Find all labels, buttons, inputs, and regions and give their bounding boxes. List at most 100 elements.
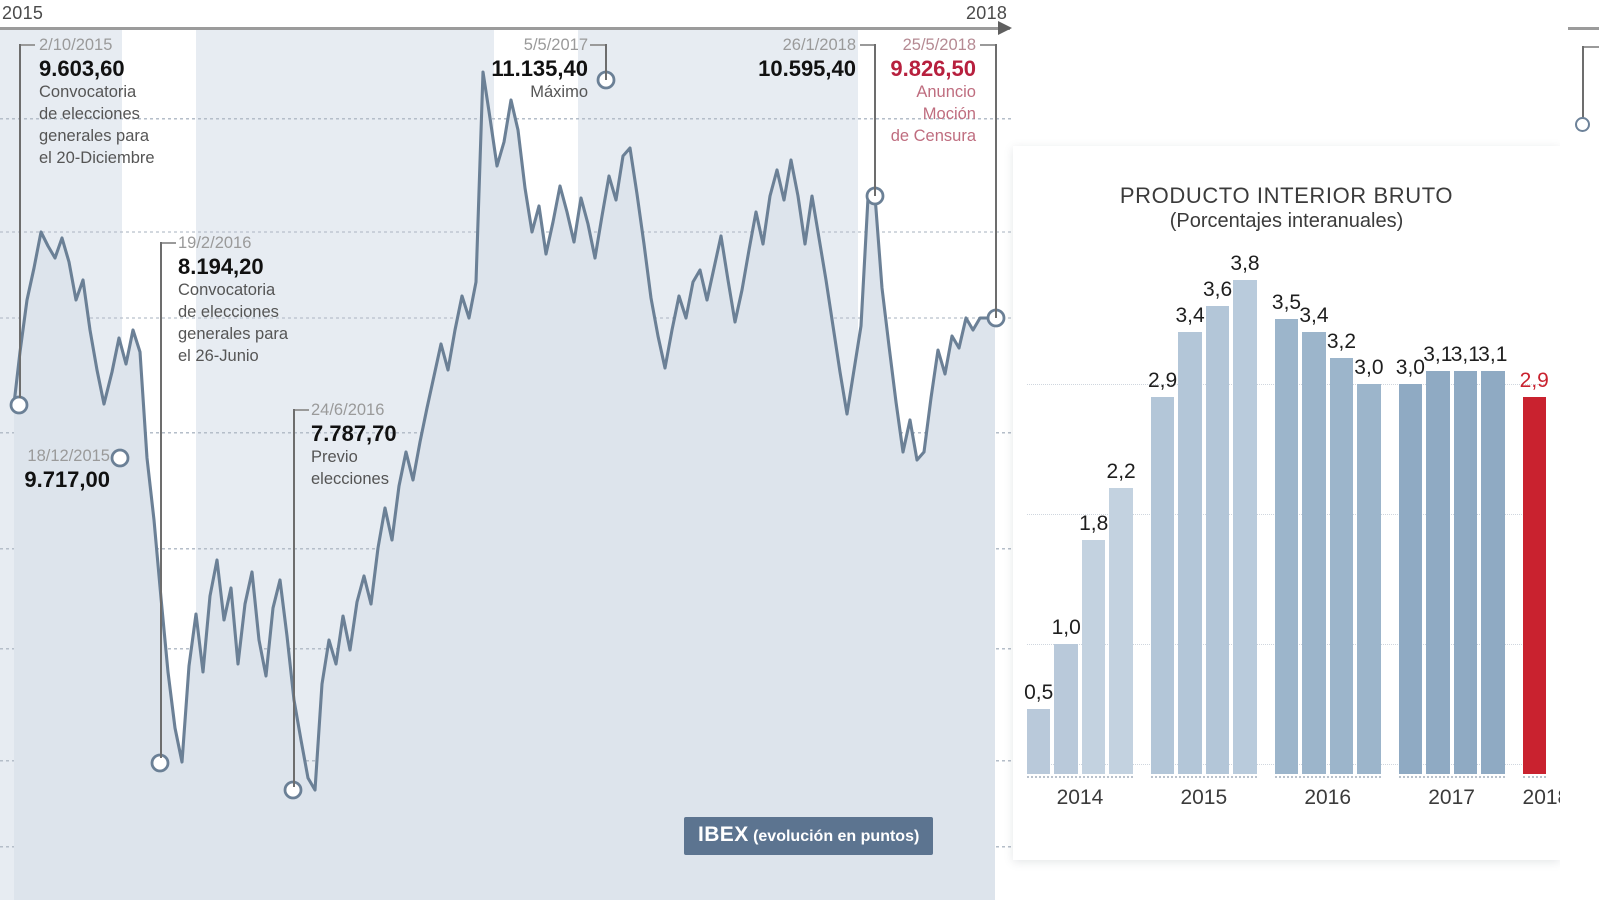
gdp-bar bbox=[1027, 709, 1051, 774]
gdp-bar-label: 0,5 bbox=[1024, 681, 1054, 704]
annotation-elbow bbox=[980, 44, 996, 46]
sliver-marker-icon bbox=[1575, 117, 1590, 132]
gdp-year-tick bbox=[1522, 776, 1546, 778]
annotation-leader-line bbox=[19, 44, 21, 398]
annotation-leader-line bbox=[995, 44, 997, 318]
gdp-bar-label: 3,5 bbox=[1271, 291, 1302, 314]
gdp-bar bbox=[1453, 371, 1478, 774]
annotation-desc-line: elecciones bbox=[311, 470, 389, 489]
gdp-bar bbox=[1205, 306, 1230, 774]
annotation-desc-line: de Censura bbox=[890, 127, 976, 145]
gdp-bar bbox=[1233, 280, 1257, 774]
annotation-elbow bbox=[590, 44, 606, 46]
annotation-elbow bbox=[160, 242, 176, 244]
annotation-leader-line bbox=[160, 242, 162, 758]
annotation-2018-05-25: 25/5/2018 9.826,50 Anuncio Moción de Cen… bbox=[876, 36, 976, 148]
annotation-desc-line: Máximo bbox=[530, 83, 588, 102]
annotation-value: 9.603,60 bbox=[39, 55, 125, 81]
gdp-bar-highlight bbox=[1522, 397, 1546, 774]
annotation-2016-02-19: 19/2/2016 8.194,20 Convocatoria de elecc… bbox=[178, 234, 288, 368]
annotation-desc-line: Convocatoria bbox=[39, 83, 137, 102]
gdp-bar-label: 3,6 bbox=[1202, 278, 1233, 301]
ibex-legend-badge: IBEX (evolución en puntos) bbox=[684, 817, 934, 855]
ibex-legend-subtitle: (evolución en puntos) bbox=[753, 828, 920, 845]
ibex-chart-panel: 2015 2018 2/10/2015 9.603,60 Convocatori… bbox=[0, 3, 1013, 900]
annotation-desc-line: el 26-Junio bbox=[178, 346, 259, 365]
marker-2015-10-02 bbox=[9, 395, 29, 415]
annotation-value: 9.717,00 bbox=[24, 466, 110, 492]
gdp-subtitle: (Porcentajes interanuales) bbox=[1169, 210, 1404, 232]
gdp-bar-label: 3,1 bbox=[1478, 343, 1508, 366]
axis-year-end: 2018 bbox=[966, 3, 1008, 23]
sliver-axis-rule bbox=[1568, 27, 1599, 30]
gdp-bar bbox=[1054, 644, 1078, 774]
gdp-bar-label: 3,1 bbox=[1450, 343, 1480, 366]
annotation-desc-line: generales para bbox=[39, 127, 150, 145]
gdp-bar-label: 2,9 bbox=[1148, 369, 1178, 392]
annotation-leader-line bbox=[874, 44, 876, 196]
annotation-date: 26/1/2018 bbox=[782, 36, 856, 54]
gdp-bar-label: 2,9 bbox=[1519, 369, 1549, 392]
gdp-bar bbox=[1109, 488, 1133, 774]
annotation-date: 18/12/2015 bbox=[27, 447, 110, 465]
ibex-legend-title: IBEX bbox=[698, 823, 749, 846]
annotation-2018-01-26: 26/1/2018 10.595,40 bbox=[700, 36, 856, 82]
ibex-area-fill bbox=[14, 72, 995, 900]
gdp-bar-label: 3,2 bbox=[1326, 330, 1357, 353]
data-point-markers bbox=[9, 70, 1006, 800]
sliver-annotation-elbow bbox=[1582, 46, 1599, 48]
annotation-desc-line: el 20-Diciembre bbox=[39, 148, 155, 167]
annotation-date: 2/10/2015 bbox=[39, 36, 113, 54]
axis-year-start: 2015 bbox=[2, 3, 44, 23]
annotation-desc-line: de elecciones bbox=[178, 303, 279, 322]
annotation-date: 24/6/2016 bbox=[311, 401, 385, 419]
annotation-leader-line bbox=[605, 44, 607, 80]
gdp-year-axis: 2014 2015 2016 2017 2018 bbox=[1027, 774, 1569, 834]
gdp-chart-card: PRODUCTO INTERIOR BRUTO (Porcentajes int… bbox=[1013, 146, 1569, 860]
gdp-bar-label: 1,8 bbox=[1079, 512, 1109, 535]
gdp-bar bbox=[1398, 384, 1423, 774]
gdp-bar-label: 3,0 bbox=[1395, 356, 1425, 379]
gdp-year-tick bbox=[1398, 776, 1505, 778]
gdp-bar bbox=[1081, 540, 1106, 774]
gdp-bar-label: 2,2 bbox=[1106, 460, 1136, 483]
ibex-plot bbox=[0, 70, 1013, 900]
gdp-bar bbox=[1329, 358, 1354, 774]
gdp-bar bbox=[1178, 332, 1202, 774]
gdp-year-label: 2015 bbox=[1180, 786, 1228, 809]
annotation-2017-05-05: 5/5/2017 11.135,40 Máximo bbox=[420, 36, 588, 104]
annotation-value: 7.787,70 bbox=[311, 420, 397, 446]
gdp-bar bbox=[1302, 332, 1326, 774]
annotation-desc-line: Convocatoria bbox=[178, 281, 276, 300]
gdp-plot-area: 0,5 1,0 1,8 2,2 2,9 3,4 3,6 3,8 3,5 3,4 3,2 3,0 3,0 3… bbox=[1024, 252, 1549, 774]
annotation-2015-10-02: 2/10/2015 9.603,60 Convocatoria de elecc… bbox=[39, 36, 155, 170]
annotation-date: 5/5/2017 bbox=[523, 36, 588, 54]
sliver-annotation-leader bbox=[1582, 46, 1584, 128]
gdp-bar bbox=[1481, 371, 1505, 774]
annotation-desc-line: Previo bbox=[311, 448, 358, 467]
gdp-bar bbox=[1274, 319, 1299, 774]
annotation-desc-line: Anuncio bbox=[916, 83, 976, 102]
annotation-date: 25/5/2018 bbox=[902, 36, 976, 54]
adjacent-panel-sliver bbox=[1560, 0, 1599, 900]
annotation-value: 8.194,20 bbox=[178, 253, 264, 279]
annotation-leader-line bbox=[293, 409, 295, 787]
marker-2015-12-18 bbox=[110, 448, 130, 468]
annotation-value: 11.135,40 bbox=[491, 55, 588, 81]
gdp-bar bbox=[1426, 371, 1450, 774]
gdp-year-tick bbox=[1150, 776, 1257, 778]
ibex-line bbox=[12, 70, 997, 792]
gdp-bar-label: 3,1 bbox=[1423, 343, 1453, 366]
timeline-arrow-icon bbox=[998, 21, 1012, 35]
gdp-year-tick bbox=[1027, 776, 1133, 778]
annotation-desc-line: generales para bbox=[178, 325, 289, 343]
annotation-elbow bbox=[19, 44, 35, 46]
gdp-year-label: 2017 bbox=[1428, 786, 1475, 809]
gdp-bar-label: 3,4 bbox=[1175, 304, 1205, 327]
annotation-desc-line: de elecciones bbox=[39, 105, 140, 124]
gdp-year-tick bbox=[1274, 776, 1381, 778]
gdp-bar-label: 3,8 bbox=[1230, 252, 1260, 275]
annotation-2015-12-18: 18/12/2015 9.717,00 bbox=[0, 447, 110, 493]
gdp-year-label: 2014 bbox=[1056, 786, 1104, 809]
